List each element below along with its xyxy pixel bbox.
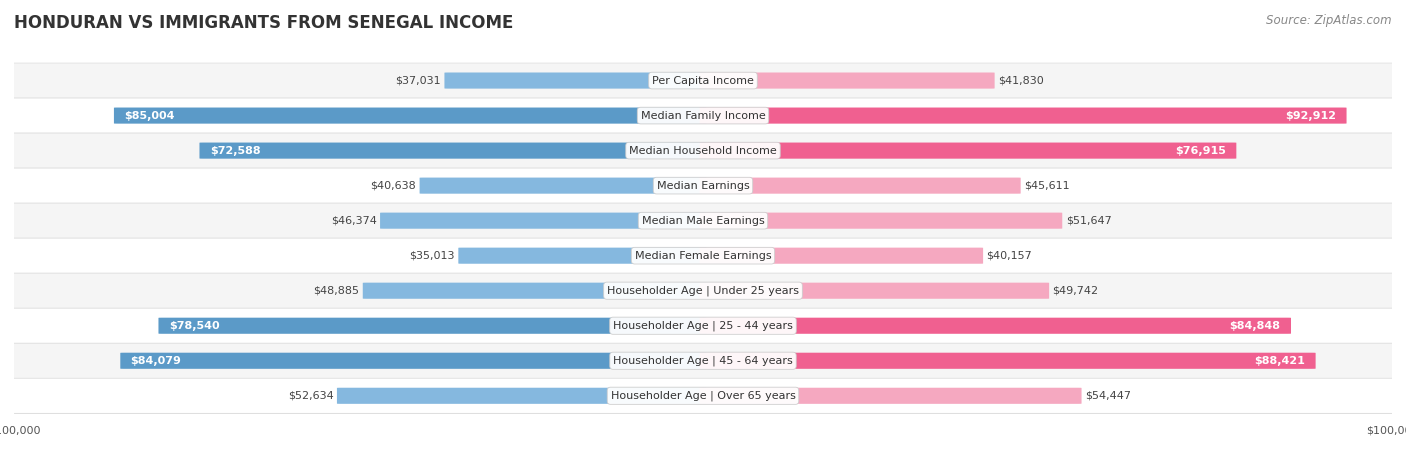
- FancyBboxPatch shape: [159, 318, 706, 334]
- FancyBboxPatch shape: [444, 72, 706, 89]
- Text: $46,374: $46,374: [330, 216, 377, 226]
- FancyBboxPatch shape: [0, 378, 1406, 413]
- FancyBboxPatch shape: [700, 353, 1316, 369]
- Text: Householder Age | 25 - 44 years: Householder Age | 25 - 44 years: [613, 320, 793, 331]
- FancyBboxPatch shape: [0, 343, 1406, 378]
- Text: Median Earnings: Median Earnings: [657, 181, 749, 191]
- FancyBboxPatch shape: [700, 283, 1049, 299]
- Text: Median Family Income: Median Family Income: [641, 111, 765, 120]
- Text: $78,540: $78,540: [169, 321, 219, 331]
- FancyBboxPatch shape: [700, 212, 1063, 229]
- Text: Median Household Income: Median Household Income: [628, 146, 778, 156]
- FancyBboxPatch shape: [0, 308, 1406, 343]
- Text: HONDURAN VS IMMIGRANTS FROM SENEGAL INCOME: HONDURAN VS IMMIGRANTS FROM SENEGAL INCO…: [14, 14, 513, 32]
- FancyBboxPatch shape: [380, 212, 706, 229]
- Text: $52,634: $52,634: [288, 391, 333, 401]
- Text: Householder Age | 45 - 64 years: Householder Age | 45 - 64 years: [613, 355, 793, 366]
- FancyBboxPatch shape: [337, 388, 706, 404]
- FancyBboxPatch shape: [363, 283, 706, 299]
- FancyBboxPatch shape: [0, 238, 1406, 273]
- FancyBboxPatch shape: [0, 63, 1406, 98]
- FancyBboxPatch shape: [0, 168, 1406, 203]
- Text: $92,912: $92,912: [1285, 111, 1336, 120]
- Text: $84,079: $84,079: [131, 356, 181, 366]
- Text: $40,638: $40,638: [370, 181, 416, 191]
- FancyBboxPatch shape: [700, 107, 1347, 124]
- Text: $72,588: $72,588: [209, 146, 260, 156]
- Text: $35,013: $35,013: [409, 251, 456, 261]
- Text: Median Female Earnings: Median Female Earnings: [634, 251, 772, 261]
- Text: $40,157: $40,157: [987, 251, 1032, 261]
- FancyBboxPatch shape: [458, 248, 706, 264]
- Text: $54,447: $54,447: [1085, 391, 1130, 401]
- FancyBboxPatch shape: [419, 177, 706, 194]
- Text: $76,915: $76,915: [1175, 146, 1226, 156]
- FancyBboxPatch shape: [114, 107, 706, 124]
- FancyBboxPatch shape: [200, 142, 706, 159]
- Text: $45,611: $45,611: [1024, 181, 1070, 191]
- Text: Per Capita Income: Per Capita Income: [652, 76, 754, 85]
- Text: $49,742: $49,742: [1053, 286, 1098, 296]
- FancyBboxPatch shape: [0, 98, 1406, 133]
- Text: Median Male Earnings: Median Male Earnings: [641, 216, 765, 226]
- Text: $37,031: $37,031: [395, 76, 441, 85]
- FancyBboxPatch shape: [0, 133, 1406, 168]
- FancyBboxPatch shape: [0, 273, 1406, 308]
- Text: $84,848: $84,848: [1230, 321, 1281, 331]
- FancyBboxPatch shape: [700, 142, 1236, 159]
- FancyBboxPatch shape: [700, 318, 1291, 334]
- Text: Householder Age | Under 25 years: Householder Age | Under 25 years: [607, 285, 799, 296]
- FancyBboxPatch shape: [0, 203, 1406, 238]
- Text: $48,885: $48,885: [314, 286, 360, 296]
- FancyBboxPatch shape: [700, 388, 1081, 404]
- FancyBboxPatch shape: [700, 72, 994, 89]
- Text: Householder Age | Over 65 years: Householder Age | Over 65 years: [610, 390, 796, 401]
- FancyBboxPatch shape: [700, 248, 983, 264]
- FancyBboxPatch shape: [121, 353, 706, 369]
- Text: $51,647: $51,647: [1066, 216, 1112, 226]
- FancyBboxPatch shape: [700, 177, 1021, 194]
- Text: $88,421: $88,421: [1254, 356, 1305, 366]
- Text: Source: ZipAtlas.com: Source: ZipAtlas.com: [1267, 14, 1392, 27]
- Text: $85,004: $85,004: [124, 111, 174, 120]
- Text: $41,830: $41,830: [998, 76, 1043, 85]
